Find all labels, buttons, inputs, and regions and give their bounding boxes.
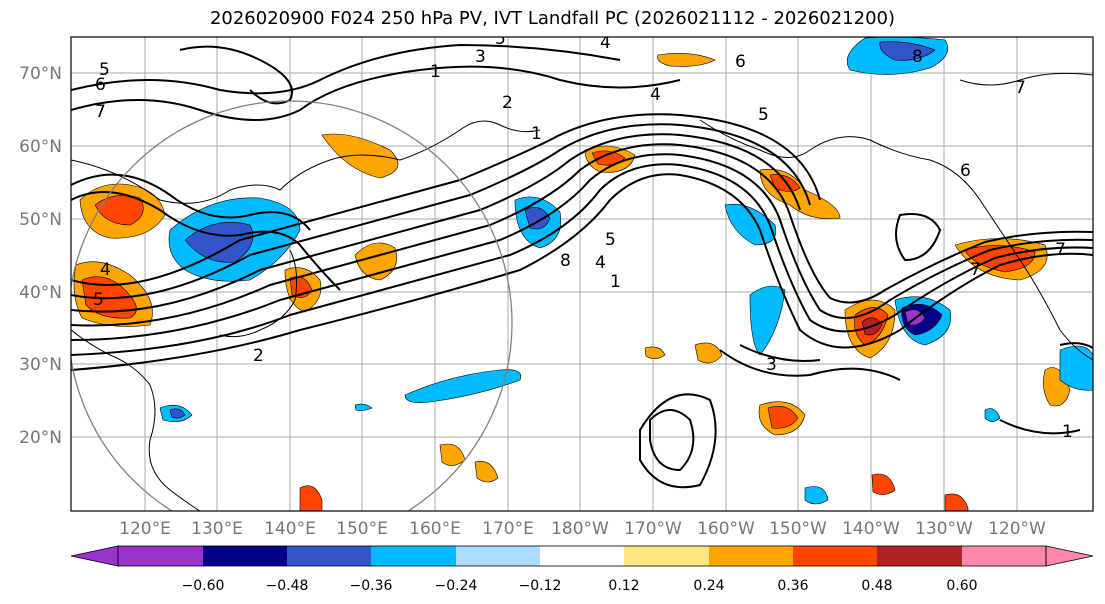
colorbar-segment (793, 546, 877, 566)
lat-label: 50°N (19, 210, 62, 230)
lat-label: 30°N (19, 355, 62, 375)
colorbar-segment (624, 546, 709, 566)
colorbar-segment (962, 546, 1046, 566)
colorbar-tick-label: −0.48 (266, 578, 309, 594)
colorbar-segment (540, 546, 624, 566)
contour-label: 4 (595, 253, 606, 273)
colorbar: −0.60 −0.48 −0.36 −0.24 −0.12 0.12 0.24 … (70, 545, 1094, 594)
plot-frame (70, 36, 1094, 512)
contour-label: 6 (95, 75, 106, 95)
colorbar-segment (118, 546, 203, 566)
contour-label: 3 (475, 47, 486, 67)
lat-label: 60°N (19, 137, 62, 157)
colorbar-tick-label: 0.36 (777, 578, 808, 594)
contour-label: 5 (758, 105, 769, 125)
colorbar-tick-label: 0.24 (693, 578, 724, 594)
contour-label: 5 (99, 60, 110, 80)
contour-label: 8 (560, 251, 571, 271)
colorbar-tick-label: −0.12 (519, 578, 562, 594)
contour-label: 7 (1055, 240, 1066, 260)
contour-label: 4 (650, 85, 661, 105)
lon-label: 120°W (988, 519, 1046, 539)
colorbar-min-extend (70, 545, 119, 567)
contour-label: 4 (100, 260, 111, 280)
contour-label: 1 (430, 62, 441, 82)
gridlines (71, 37, 1093, 511)
colorbar-segment (709, 546, 793, 566)
lon-label: 150°E (336, 519, 388, 539)
lon-label: 160°W (697, 519, 755, 539)
contour-label: 5 (495, 29, 506, 49)
colorbar-segment (203, 546, 287, 566)
pv-contours (71, 43, 1093, 489)
contour-label: 7 (1015, 78, 1026, 98)
lat-label: 20°N (19, 428, 62, 448)
colorbar-tick-label: 0.12 (608, 578, 639, 594)
contour-label: 4 (600, 33, 611, 53)
lon-label: 140°W (842, 519, 900, 539)
contour-label: 2 (502, 93, 513, 113)
distance-circle (71, 100, 513, 511)
colorbar-tick-label: −0.24 (435, 578, 478, 594)
colorbar-tick-label: −0.60 (182, 578, 225, 594)
lon-label: 150°W (769, 519, 827, 539)
lon-label: 130°E (191, 519, 243, 539)
latitude-labels: 70°N 60°N 50°N 40°N 30°N 20°N (19, 64, 62, 448)
lon-label: 160°E (409, 519, 461, 539)
contour-label: 1 (531, 124, 542, 144)
contour-label: 6 (735, 52, 746, 72)
lat-label: 70°N (19, 64, 62, 84)
contour-label: 6 (960, 161, 971, 181)
lat-label: 40°N (19, 283, 62, 303)
contour-label: 1 (610, 272, 621, 292)
contour-label: 7 (970, 260, 981, 280)
lon-label: 120°E (119, 519, 171, 539)
contour-label: 2 (253, 346, 264, 366)
colorbar-segment (877, 546, 962, 566)
longitude-labels: 120°E 130°E 140°E 150°E 160°E 170°E 180°… (119, 519, 1046, 539)
contour-label: 1 (1062, 422, 1073, 442)
colorbar-tick-label: −0.36 (350, 578, 393, 594)
map-title: 2026020900 F024 250 hPa PV, IVT Landfall… (209, 8, 896, 29)
colorbar-segment (371, 546, 456, 566)
contour-label: 7 (95, 102, 106, 122)
colorbar-frame (117, 545, 1047, 567)
lon-label: 180°W (551, 519, 609, 539)
lon-label: 170°E (482, 519, 534, 539)
colorbar-max-extend (1045, 545, 1094, 567)
colorbar-tick-label: 0.60 (946, 578, 977, 594)
colorbar-tick-label: 0.48 (861, 578, 892, 594)
lon-label: 130°W (915, 519, 973, 539)
contour-label: 5 (605, 230, 616, 250)
lon-label: 140°E (264, 519, 316, 539)
contour-label: 3 (766, 355, 777, 375)
contour-label: 5 (93, 290, 104, 310)
lon-label: 170°W (624, 519, 682, 539)
contour-label: 8 (912, 47, 923, 67)
colorbar-segment (287, 546, 371, 566)
colorbar-segment (456, 546, 540, 566)
contour-labels: 5 4 3 1 6 2 7 1 8 6 7 4 5 7 5 4 2 3 5 1 … (93, 29, 1073, 442)
